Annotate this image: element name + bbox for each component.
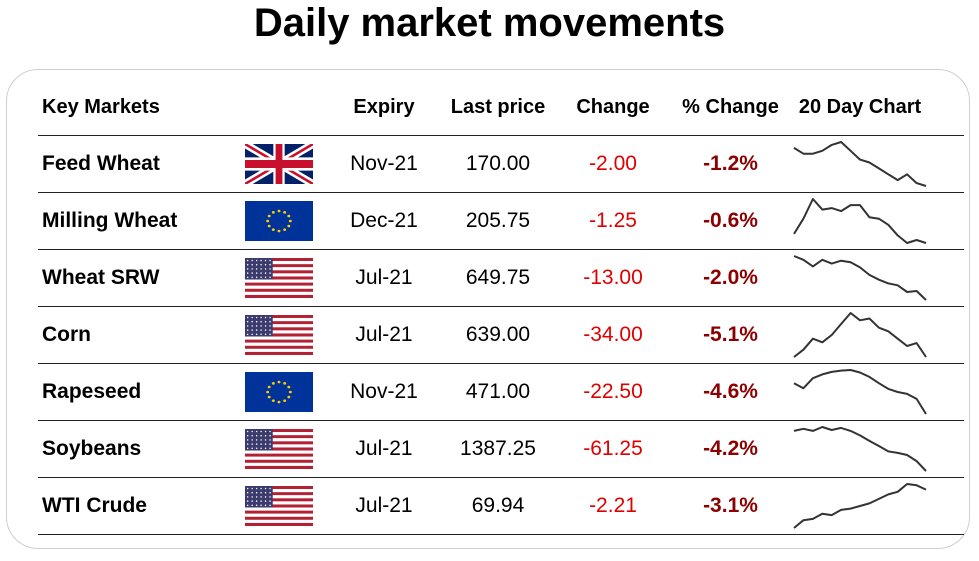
sparkline-line xyxy=(793,141,927,187)
expiry-value: Nov-21 xyxy=(350,152,418,175)
sparkline-cell xyxy=(790,307,930,363)
table-header: Key Markets Expiry Last price Change % C… xyxy=(38,80,964,136)
header-change: Change xyxy=(576,96,650,118)
sparkline-cell xyxy=(790,136,930,192)
market-name: Corn xyxy=(42,323,91,346)
change-value: -13.00 xyxy=(583,266,643,289)
sparkline-chart xyxy=(793,198,927,244)
us-flag-icon xyxy=(245,315,313,355)
sparkline-line xyxy=(793,369,927,415)
table-row: Rapeseed Nov-21 471.00 -22.50 -4.6% xyxy=(38,364,964,421)
flag-cell xyxy=(244,193,314,249)
sparkline-chart xyxy=(793,369,927,415)
flag-cell xyxy=(244,250,314,306)
table-row: Corn Jul-21 639.00 -34.00 -5.1% xyxy=(38,307,964,364)
change-value: -61.25 xyxy=(583,437,643,460)
market-name: Milling Wheat xyxy=(42,209,178,232)
eu-flag-icon xyxy=(245,372,313,412)
market-name: Soybeans xyxy=(42,437,142,460)
table-row: Wheat SRW Jul-21 649.75 -13.00 -2.0% xyxy=(38,250,964,307)
last-price-value: 649.75 xyxy=(465,266,531,289)
expiry-value: Dec-21 xyxy=(350,209,418,232)
last-price-value: 170.00 xyxy=(465,152,531,175)
expiry-value: Jul-21 xyxy=(355,266,413,289)
eu-flag-icon xyxy=(245,201,313,241)
pct-change-value: -0.6% xyxy=(703,209,758,232)
sparkline-cell xyxy=(790,364,930,420)
last-price-value: 69.94 xyxy=(471,494,525,517)
sparkline-line xyxy=(793,483,927,529)
sparkline-cell xyxy=(790,193,930,249)
pct-change-value: -2.0% xyxy=(703,266,758,289)
sparkline-chart xyxy=(793,483,927,529)
flag-cell xyxy=(244,307,314,363)
us-flag-icon xyxy=(245,486,313,526)
sparkline-cell xyxy=(790,478,930,534)
uk-flag-icon xyxy=(245,144,313,184)
header-key-markets: Key Markets xyxy=(42,96,160,118)
sparkline-line xyxy=(793,198,927,244)
expiry-value: Jul-21 xyxy=(355,323,413,346)
pct-change-value: -4.6% xyxy=(703,380,758,403)
market-table-card xyxy=(6,69,970,549)
expiry-value: Jul-21 xyxy=(355,437,413,460)
page-title: Daily market movements xyxy=(253,1,726,45)
change-value: -2.00 xyxy=(589,152,637,175)
pct-change-value: -3.1% xyxy=(703,494,758,517)
us-flag-icon xyxy=(245,258,313,298)
last-price-value: 205.75 xyxy=(465,209,531,232)
table-row: Milling Wheat Dec-21 205.75 -1.25 -0.6% xyxy=(38,193,964,250)
sparkline-chart xyxy=(793,312,927,358)
market-name: Rapeseed xyxy=(42,380,142,403)
change-value: -22.50 xyxy=(583,380,643,403)
pct-change-value: -4.2% xyxy=(703,437,758,460)
market-name: Feed Wheat xyxy=(42,152,160,175)
sparkline-line xyxy=(793,426,927,472)
us-flag-icon xyxy=(245,429,313,469)
pct-change-value: -5.1% xyxy=(703,323,758,346)
sparkline-cell xyxy=(790,250,930,306)
sparkline-chart xyxy=(793,255,927,301)
flag-cell xyxy=(244,478,314,534)
change-value: -2.21 xyxy=(589,494,637,517)
market-name: Wheat SRW xyxy=(42,266,160,289)
table-row: WTI Crude Jul-21 69.94 -2.21 -3.1% xyxy=(38,478,964,535)
flag-cell xyxy=(244,421,314,477)
sparkline-line xyxy=(793,255,927,301)
change-value: -1.25 xyxy=(589,209,637,232)
sparkline-cell xyxy=(790,421,930,477)
sparkline-chart xyxy=(793,426,927,472)
sparkline-chart xyxy=(793,141,927,187)
last-price-value: 639.00 xyxy=(465,323,531,346)
market-name: WTI Crude xyxy=(42,494,147,517)
sparkline-line xyxy=(793,312,927,358)
pct-change-value: -1.2% xyxy=(703,152,758,175)
last-price-value: 1387.25 xyxy=(460,437,536,460)
table-row: Soybeans Jul-21 1387.25 -61.25 -4.2% xyxy=(38,421,964,478)
header-pct-change: % Change xyxy=(682,96,779,118)
change-value: -34.00 xyxy=(583,323,643,346)
expiry-value: Jul-21 xyxy=(355,494,413,517)
flag-cell xyxy=(244,136,314,192)
expiry-value: Nov-21 xyxy=(350,380,418,403)
last-price-value: 471.00 xyxy=(465,380,531,403)
header-last-price: Last price xyxy=(450,96,546,118)
header-expiry: Expiry xyxy=(353,96,415,118)
table-row: Feed Wheat Nov-21 170.00 -2.00 -1.2% xyxy=(38,136,964,193)
header-20-day-chart: 20 Day Chart xyxy=(798,96,922,118)
flag-cell xyxy=(244,364,314,420)
